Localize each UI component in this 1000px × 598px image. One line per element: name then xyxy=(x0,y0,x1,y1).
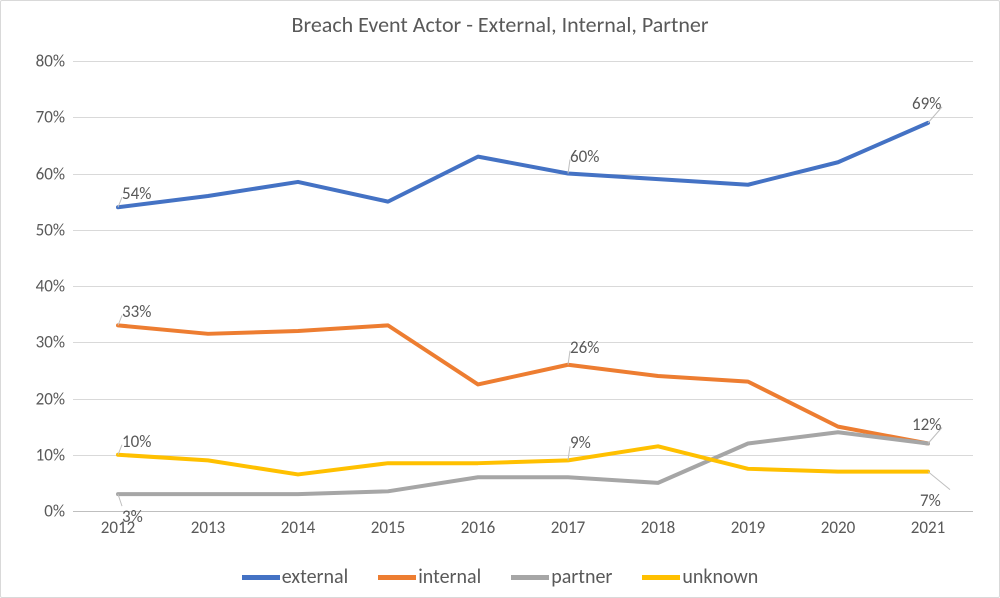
line-svg xyxy=(73,61,973,511)
x-tick-label: 2015 xyxy=(371,517,405,538)
data-label-leader xyxy=(928,472,950,490)
x-tick-label: 2013 xyxy=(191,517,225,538)
y-tick-label: 20% xyxy=(36,388,65,409)
data-label: 3% xyxy=(122,506,143,527)
legend-item-unknown: unknown xyxy=(642,565,758,589)
legend-label: internal xyxy=(418,565,481,589)
x-tick-label: 2016 xyxy=(461,517,495,538)
y-tick-label: 70% xyxy=(36,107,65,128)
chart-title: Breach Event Actor - External, Internal,… xyxy=(1,11,999,38)
legend-label: partner xyxy=(551,565,612,589)
legend: external internal partner unknown xyxy=(1,565,999,589)
x-tick-label: 2018 xyxy=(641,517,675,538)
gridline xyxy=(73,511,973,512)
data-label: 60% xyxy=(570,146,599,167)
y-tick-label: 10% xyxy=(36,444,65,465)
series-line-unknown xyxy=(118,446,928,474)
y-tick-label: 80% xyxy=(36,51,65,72)
data-label: 33% xyxy=(122,301,151,322)
x-tick-label: 2014 xyxy=(281,517,315,538)
legend-swatch xyxy=(642,575,680,580)
chart-frame: Breach Event Actor - External, Internal,… xyxy=(0,0,1000,598)
data-label: 26% xyxy=(570,337,599,358)
y-tick-label: 60% xyxy=(36,163,65,184)
series-line-external xyxy=(118,123,928,207)
legend-item-partner: partner xyxy=(511,565,612,589)
legend-item-external: external xyxy=(242,565,348,589)
x-tick-label: 2021 xyxy=(911,517,945,538)
series-line-internal xyxy=(118,325,928,443)
data-label: 12% xyxy=(912,414,941,435)
plot-area: 54%60%69%33%26%12%10%9%7%3% xyxy=(73,61,973,511)
data-label: 69% xyxy=(912,93,941,114)
y-tick-label: 50% xyxy=(36,219,65,240)
y-tick-label: 0% xyxy=(44,501,65,522)
x-tick-label: 2020 xyxy=(821,517,855,538)
data-label: 10% xyxy=(122,431,151,452)
x-tick-label: 2019 xyxy=(731,517,765,538)
x-tick-label: 2017 xyxy=(551,517,585,538)
data-label: 54% xyxy=(122,183,151,204)
legend-swatch xyxy=(242,575,280,580)
y-tick-label: 30% xyxy=(36,332,65,353)
legend-label: unknown xyxy=(682,565,758,589)
legend-label: external xyxy=(282,565,348,589)
data-label: 9% xyxy=(570,432,591,453)
y-tick-label: 40% xyxy=(36,276,65,297)
data-label: 7% xyxy=(920,490,941,511)
legend-swatch xyxy=(511,575,549,580)
legend-swatch xyxy=(378,575,416,580)
legend-item-internal: internal xyxy=(378,565,481,589)
